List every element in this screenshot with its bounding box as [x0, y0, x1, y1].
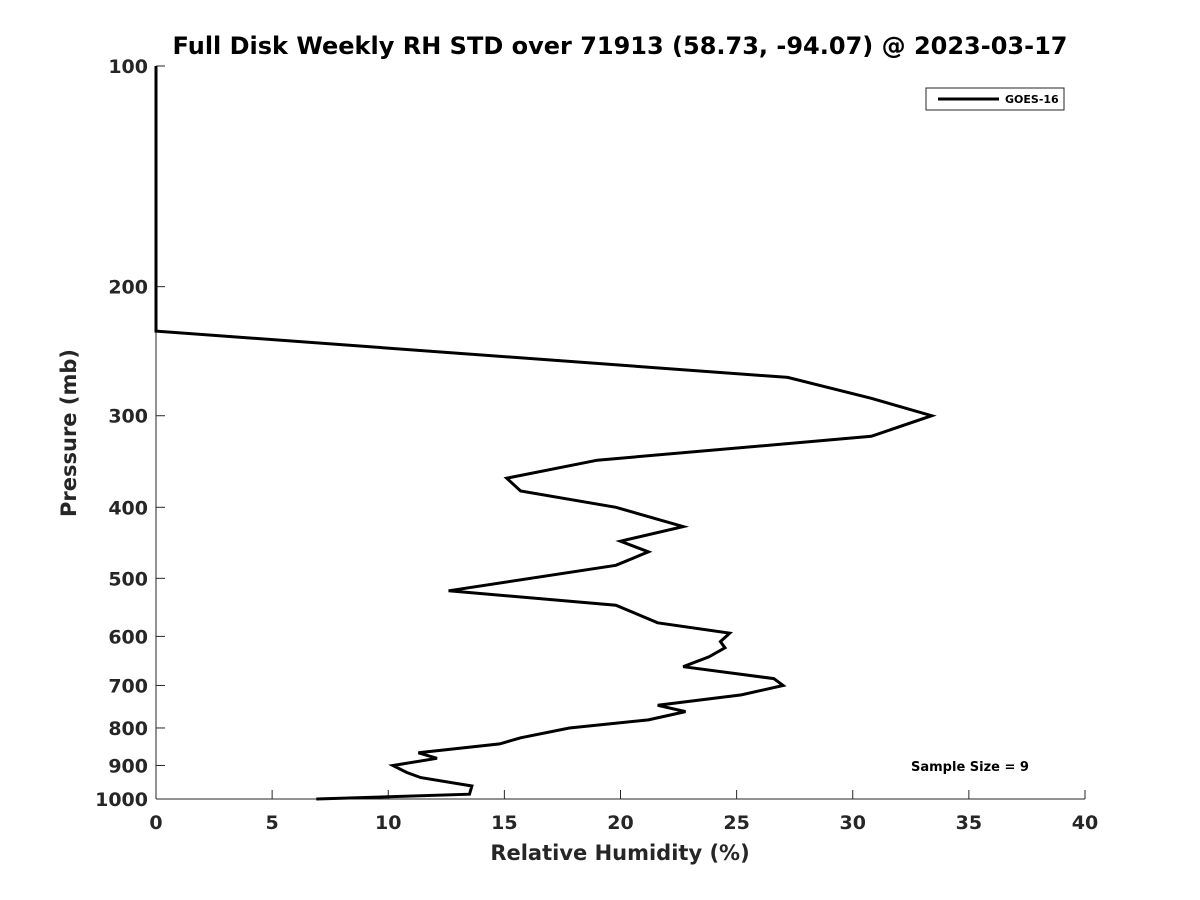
x-tick-label: 5: [266, 812, 279, 834]
sample-size-annotation: Sample Size = 9: [911, 760, 1029, 775]
x-tick-label: 35: [956, 812, 982, 834]
x-tick-label: 30: [840, 812, 866, 834]
y-tick-label: 200: [108, 277, 148, 299]
series-line-goes16: [154, 66, 937, 801]
x-axis-label: Relative Humidity (%): [490, 841, 749, 865]
y-tick-label: 1000: [95, 789, 148, 811]
y-tick-label: 600: [108, 626, 148, 648]
y-tick-label: 900: [108, 755, 148, 777]
y-axis-label: Pressure (mb): [57, 349, 81, 517]
x-tick-label: 0: [149, 812, 162, 834]
x-axis-ticks: 0 5 10 15 20 25 30 35 40: [149, 790, 1098, 834]
legend-label-goes16: GOES-16: [1005, 93, 1059, 106]
legend: GOES-16: [925, 87, 1065, 111]
x-tick-label: 25: [723, 812, 749, 834]
y-tick-label: 300: [108, 406, 148, 428]
y-axis-ticks: 100 200 300 400 500 600 700 800 900 1000: [95, 56, 165, 811]
x-tick-label: 20: [607, 812, 633, 834]
y-tick-label: 800: [108, 718, 148, 740]
y-tick-label: 700: [108, 675, 148, 697]
y-tick-label: 100: [108, 56, 148, 78]
chart-title: Full Disk Weekly RH STD over 71913 (58.7…: [173, 32, 1068, 60]
x-tick-label: 15: [491, 812, 517, 834]
y-tick-label: 500: [108, 568, 148, 590]
y-tick-label: 400: [108, 497, 148, 519]
x-tick-label: 40: [1072, 812, 1098, 834]
series-group: [154, 66, 937, 801]
x-tick-label: 10: [375, 812, 401, 834]
